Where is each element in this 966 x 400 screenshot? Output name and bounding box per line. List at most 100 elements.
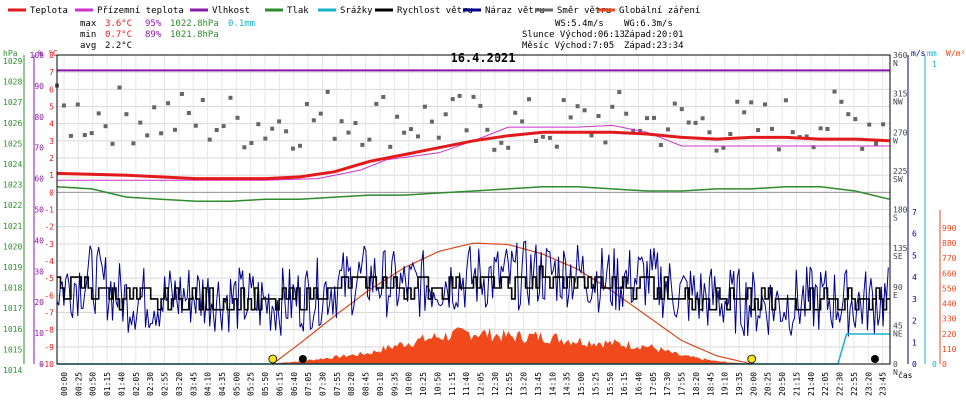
wind-direction-point	[554, 144, 559, 149]
x-tick: 18:45	[706, 372, 715, 396]
wind-direction-point	[728, 132, 733, 136]
x-tick: 00:25	[74, 372, 83, 396]
wind-direction-point	[624, 111, 629, 116]
hpa-tick: 1016	[3, 325, 22, 334]
x-tick: 07:05	[304, 372, 313, 396]
hpa-tick: 1024	[3, 160, 22, 169]
stat-max-label: max	[80, 19, 97, 29]
hpa-tick: 1026	[3, 119, 22, 128]
stat-avg-label: avg	[80, 41, 96, 51]
stat-avg-temp: 2.2°C	[105, 41, 132, 51]
wind-direction-point	[61, 103, 66, 108]
wind-direction-point	[804, 134, 809, 139]
series-global-radiation	[265, 327, 752, 364]
wind-direction-point	[346, 130, 351, 135]
c-tick: 5	[49, 103, 54, 112]
stat-max-press: 1022.8hPa	[170, 19, 219, 29]
x-tick: 09:35	[390, 372, 399, 396]
x-tick: 21:15	[792, 372, 801, 396]
x-tick: 20:25	[764, 372, 773, 396]
c-tick: 3	[49, 137, 54, 146]
pct-tick: 70	[34, 144, 44, 153]
pct-tick: 50	[34, 206, 44, 215]
ms-tick: 2	[912, 317, 917, 326]
x-tick: 15:25	[591, 372, 600, 396]
wind-direction-point	[117, 85, 122, 90]
wind-direction-point	[75, 102, 80, 107]
wm2-tick: 880	[942, 239, 957, 248]
wind-direction-point	[166, 101, 171, 106]
x-tick: 06:15	[275, 372, 284, 396]
wind-direction-point	[832, 89, 837, 94]
c-tick: -9	[44, 343, 54, 352]
c-tick: -4	[44, 257, 54, 266]
wind-direction-point	[881, 122, 886, 127]
dir-tick-letter: S	[893, 214, 898, 223]
wind-direction-point	[811, 145, 816, 150]
wind-direction-point	[853, 117, 858, 122]
moonrise-icon	[298, 355, 307, 363]
mm-axis-title: mm	[927, 49, 937, 58]
wind-direction-point	[770, 126, 774, 131]
hpa-tick: 1021	[3, 222, 22, 231]
c-tick: -6	[44, 291, 54, 300]
wind-direction-point	[478, 103, 483, 108]
pct-tick: 80	[34, 113, 44, 122]
wind-direction-point	[846, 112, 851, 117]
wind-direction-point	[193, 123, 198, 128]
dir-tick: 45	[893, 321, 903, 330]
wind-direction-point	[867, 122, 872, 127]
wind-direction-point	[485, 127, 490, 132]
wind-direction-point	[200, 98, 205, 102]
wind-direction-point	[277, 119, 282, 124]
wind-direction-point	[374, 101, 379, 106]
x-tick: 11:15	[448, 372, 457, 396]
wind-direction-point	[763, 102, 767, 107]
stat-max-hum: 95%	[145, 19, 162, 29]
hpa-axis-title: hPa	[3, 49, 18, 58]
x-tick: 09:10	[376, 372, 385, 396]
wind-direction-point	[270, 126, 275, 131]
series	[55, 69, 890, 365]
series-wind-speed	[57, 265, 890, 311]
x-tick: 12:55	[505, 372, 514, 396]
x-tick: 16:15	[620, 372, 629, 396]
wind-direction-point	[756, 128, 761, 133]
hpa-tick: 1028	[3, 78, 22, 87]
x-tick: 00:50	[89, 372, 98, 396]
x-tick: 03:20	[175, 372, 184, 396]
x-tick: 19:10	[721, 372, 730, 396]
wind-direction-point	[596, 114, 601, 118]
c-tick: -2	[44, 223, 54, 232]
x-tick: 02:30	[146, 372, 155, 396]
wind-direction-point	[332, 136, 337, 141]
wm2-tick: 660	[942, 269, 957, 278]
x-tick: 01:15	[103, 372, 112, 396]
x-tick: 10:50	[433, 372, 442, 396]
wind-direction-point	[339, 119, 344, 124]
c-tick: -7	[44, 309, 54, 318]
wind-direction-point	[547, 135, 552, 140]
dir-tick-letter: NE	[893, 329, 903, 338]
wind-direction-point	[179, 92, 184, 96]
moonset-icon	[870, 355, 879, 363]
x-tick: 22:55	[850, 372, 859, 396]
x-tick: 10:25	[419, 372, 428, 396]
dir-tick: 0	[893, 360, 898, 369]
wind-direction-point	[159, 131, 164, 136]
x-tick: 04:35	[218, 372, 227, 396]
wind-direction-point	[520, 119, 525, 124]
pct-tick: 100	[30, 51, 45, 60]
series-ground-temperature	[57, 124, 890, 181]
c-tick: 6	[49, 85, 54, 94]
wm2-tick: 550	[942, 284, 957, 293]
hpa-tick: 1022	[3, 201, 22, 210]
ms-tick: 0	[912, 360, 917, 369]
dir-tick-letter: NW	[893, 98, 903, 107]
wind-direction-point	[776, 147, 781, 152]
dir-tick-letter: E	[893, 291, 898, 300]
stat-max-temp: 3.6°C	[105, 19, 132, 29]
x-tick: 18:20	[692, 372, 701, 396]
wind-direction-point	[416, 134, 420, 139]
